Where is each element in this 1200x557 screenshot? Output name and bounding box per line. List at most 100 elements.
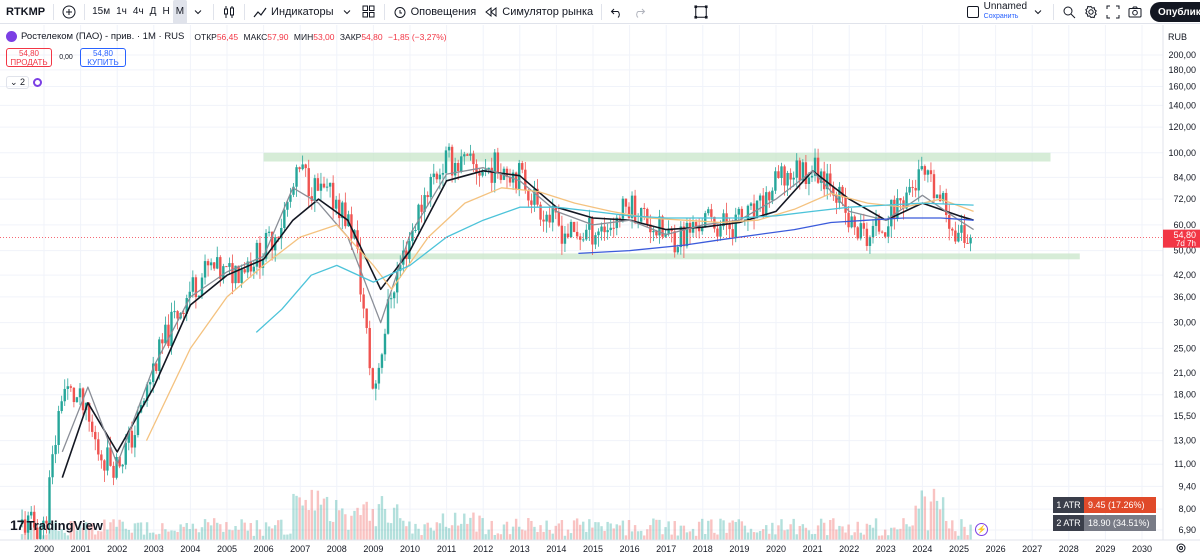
volume-bar (429, 527, 432, 540)
frame-icon (694, 4, 708, 19)
volume-bar (643, 535, 646, 540)
snapshot-button[interactable] (1124, 0, 1146, 24)
timeframe-4h[interactable]: 4ч (132, 6, 144, 17)
buy-button[interactable]: 54,80 КУПИТЬ (80, 48, 126, 67)
candle-body (749, 203, 753, 206)
candle-body (72, 387, 76, 403)
candle-body (877, 217, 881, 232)
indicators-toggle[interactable]: ⌄ 2 (6, 76, 43, 89)
candle-body (472, 153, 475, 165)
candle-body (835, 195, 838, 203)
volume-bar (652, 518, 655, 540)
volume-bar (173, 530, 176, 540)
indicators-button[interactable]: Индикаторы (249, 0, 358, 24)
candle-body (200, 277, 204, 296)
candle-body (411, 230, 414, 242)
price-chart[interactable]: RUB 200,00 180,00 160,00 140,00 120,00 100,00 8… (0, 25, 1200, 557)
volume-bar (813, 533, 817, 540)
candle-body (444, 150, 448, 173)
volume-bar (399, 518, 402, 540)
alerts-button[interactable]: Оповещения (389, 0, 481, 24)
replay-button[interactable]: Симулятор рынка (480, 0, 597, 24)
candle-body (704, 213, 707, 227)
price-tick-label: 9,40 (1178, 481, 1196, 491)
time-tick-label: 2017 (656, 544, 676, 554)
layout-menu[interactable]: Unnamed Сохранить (962, 0, 1049, 24)
candle-body (414, 230, 417, 232)
candle-body (289, 194, 292, 202)
undo-button[interactable] (606, 0, 628, 24)
candle-body (264, 232, 268, 259)
timeframe-day[interactable]: Д (149, 6, 157, 17)
plus-circle-icon (62, 5, 76, 19)
save-link[interactable]: Сохранить (983, 12, 1019, 20)
volume-bar (295, 495, 298, 540)
volume-bar (783, 530, 786, 540)
layout-square-icon (966, 5, 980, 19)
volume-bar (893, 527, 896, 540)
volume-bar (798, 525, 801, 540)
chart-type-button[interactable] (218, 0, 240, 24)
candle-body (923, 166, 927, 175)
time-tick-label: 2015 (583, 544, 603, 554)
volume-bar (609, 523, 612, 540)
volume-bar (890, 527, 893, 540)
candle-body (258, 242, 262, 268)
last-price-badge (1163, 229, 1200, 248)
redo-button[interactable] (628, 0, 650, 24)
settings-button[interactable] (1080, 0, 1102, 24)
candle-body (432, 173, 435, 177)
symbol-title[interactable]: Ростелеком (ПАО) - прив. · 1М · RUS (21, 31, 185, 42)
symbol-legend: Ростелеком (ПАО) - прив. · 1М · RUS ОТКР… (6, 31, 450, 42)
timeframe-week[interactable]: Н (162, 6, 170, 17)
volume-bar (188, 528, 191, 540)
volume-bar (774, 534, 777, 540)
symbol-search[interactable]: RTKMP (6, 5, 46, 18)
close-value: 54,80 (361, 31, 383, 42)
volume-bar (670, 534, 673, 540)
volume-bar (917, 508, 920, 540)
publish-button[interactable]: Опублико (1150, 2, 1200, 22)
volume-bar (304, 499, 307, 540)
timeframe-dropdown[interactable] (187, 0, 209, 24)
candle-body (173, 311, 176, 313)
timeframe-month[interactable]: М (172, 0, 188, 24)
volume-bar (938, 509, 942, 540)
selection-tool-button[interactable] (690, 0, 712, 24)
price-tick-label: 25,00 (1173, 343, 1196, 353)
volume-bar (707, 520, 710, 540)
volume-bar (923, 496, 927, 540)
volume-bar (850, 535, 853, 540)
volume-bar (557, 523, 561, 540)
candle-body (243, 269, 246, 273)
timeframe-1h[interactable]: 1ч (116, 6, 127, 17)
volume-bar (206, 522, 210, 540)
candle-body (539, 204, 542, 220)
candle-body (816, 157, 820, 183)
volume-bar (374, 526, 378, 540)
sell-button[interactable]: 54,80 ПРОДАТЬ (6, 48, 52, 67)
volume-bar (508, 534, 512, 540)
candle-body (719, 226, 722, 237)
volume-bar (765, 525, 768, 540)
volume-bar (954, 531, 957, 540)
candle-body (582, 239, 585, 241)
volume-bar (697, 521, 701, 540)
candle-body (639, 207, 643, 222)
lightning-icon[interactable]: ⚡ (975, 523, 988, 536)
quick-search-button[interactable] (1058, 0, 1080, 24)
volume-bar (133, 523, 137, 540)
candle-body (862, 223, 866, 229)
volume-bar (423, 524, 426, 540)
volume-bar (145, 522, 149, 540)
compare-button[interactable] (58, 0, 80, 24)
volume-bar (90, 523, 94, 540)
timeframe-15m[interactable]: 15м (92, 6, 111, 17)
templates-button[interactable] (358, 0, 380, 24)
candle-body (402, 250, 405, 265)
volume-bar (191, 523, 195, 540)
indicator-count-badge[interactable]: ⌄ 2 (6, 76, 30, 89)
candle-body (420, 204, 423, 212)
fullscreen-button[interactable] (1102, 0, 1124, 24)
candle-body (536, 188, 539, 205)
